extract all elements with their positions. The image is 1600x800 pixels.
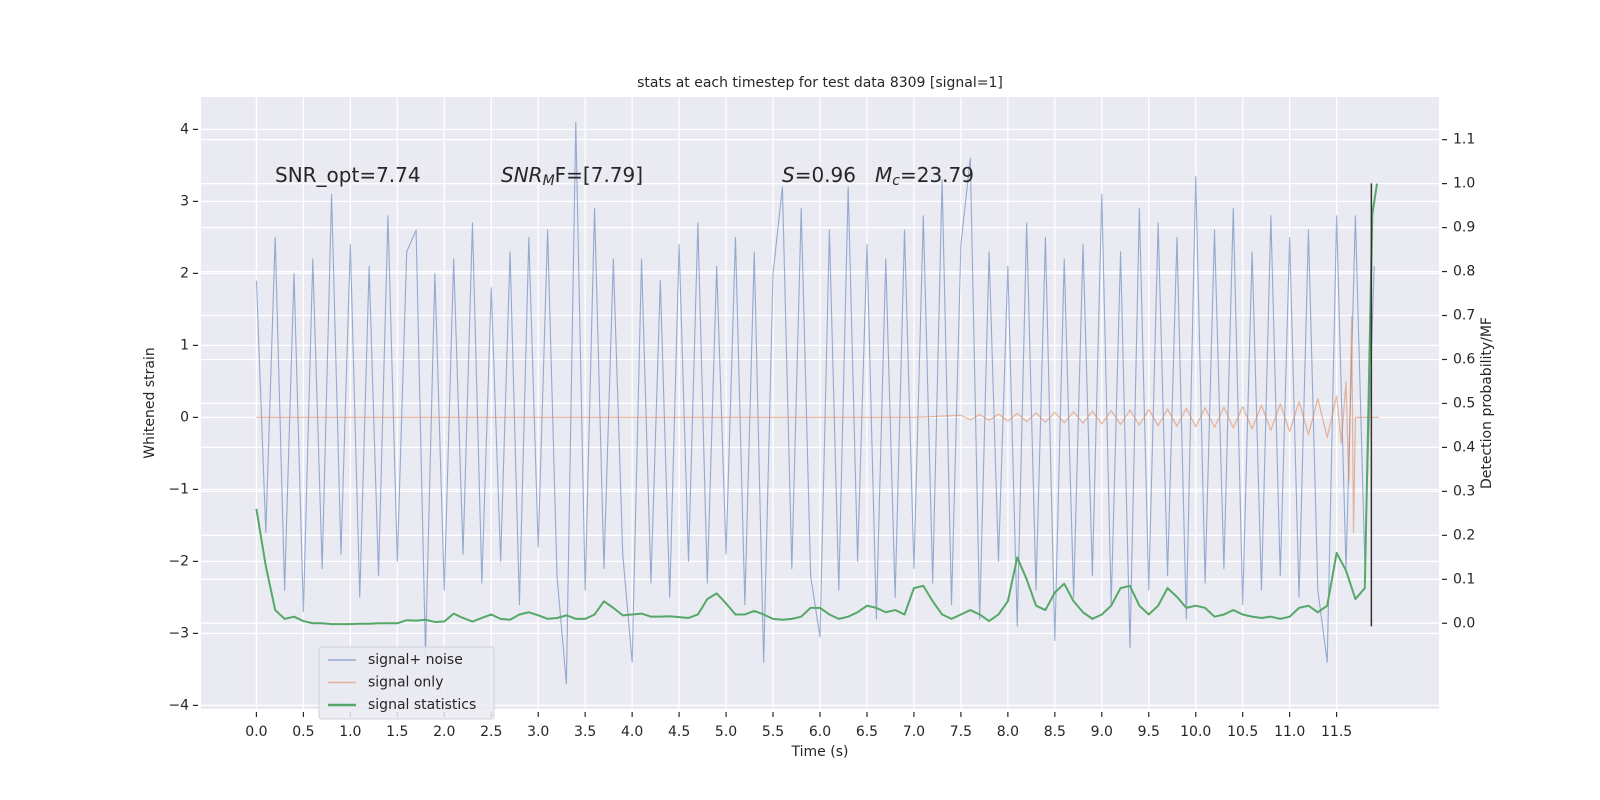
y-axis-label: Whitened strain (142, 347, 158, 458)
annotation-italic: M (875, 163, 892, 187)
x-tick-label: 10.5 (1227, 724, 1258, 740)
series-line (255, 121, 1375, 685)
x-tick-label: 2.5 (480, 724, 502, 740)
y2-axis-label: Detection probability/MF (1479, 317, 1495, 489)
annotation: Mc=23.79 (875, 163, 974, 190)
x-tick-label: 4.0 (621, 724, 643, 740)
x-tick-label: 5.0 (715, 724, 737, 740)
x-tick-label: 9.5 (1138, 724, 1160, 740)
legend-label: signal statistics (368, 697, 476, 713)
annotation-italic: SNR (501, 163, 543, 187)
x-tick-label: 8.5 (1044, 724, 1066, 740)
x-tick-label: 6.0 (809, 724, 831, 740)
x-tick-label: 11.5 (1321, 724, 1352, 740)
x-tick-label: 3.0 (527, 724, 549, 740)
x-tick-label: 9.0 (1091, 724, 1113, 740)
x-tick-label: 5.5 (762, 724, 784, 740)
y-tick-label: 3 (180, 193, 189, 209)
x-tick-label: 8.0 (997, 724, 1019, 740)
y2-tick-label: 0.5 (1453, 395, 1475, 411)
y2-tick-label: 0.4 (1453, 439, 1475, 455)
chart-title: stats at each timestep for test data 830… (637, 75, 1003, 91)
x-tick-label: 0.0 (245, 724, 267, 740)
y-tick-label: 0 (180, 409, 189, 425)
x-tick-label: 0.5 (292, 724, 314, 740)
y2-tick-label: 0.2 (1453, 527, 1475, 543)
y2-tick-label: 1.1 (1453, 132, 1475, 148)
annotation: S=0.96 (782, 163, 856, 187)
x-tick-label: 7.0 (903, 724, 925, 740)
y-tick-label: 2 (180, 265, 189, 281)
y-tick-label: 1 (180, 337, 189, 353)
annotation-text: =0.96 (795, 163, 856, 187)
x-tick-label: 2.0 (433, 724, 455, 740)
annotation: SNR_opt=7.74 (275, 163, 421, 187)
y-tick-label: 4 (180, 121, 189, 137)
x-tick-label: 3.5 (574, 724, 596, 740)
y2-tick-label: 0.3 (1453, 483, 1475, 499)
y2-tick-label: 1.0 (1453, 176, 1475, 192)
y-tick-label: −1 (168, 481, 189, 497)
x-tick-label: 1.5 (386, 724, 408, 740)
annotation-text: F=[7.79] (555, 163, 643, 187)
x-tick-label: 4.5 (668, 724, 690, 740)
annotation-sub: M (543, 173, 555, 189)
series-line (256, 316, 1379, 534)
y-tick-label: −3 (168, 625, 189, 641)
y2-tick-label: 0.6 (1453, 351, 1475, 367)
x-tick-label: 6.5 (856, 724, 878, 740)
annotation: SNRMF=[7.79] (501, 163, 643, 190)
y2-tick-label: 0.0 (1453, 615, 1475, 631)
annotation-italic: S (782, 163, 795, 187)
legend: signal+ noise signal only signal statistic… (318, 646, 495, 720)
x-tick-label: 1.0 (339, 724, 361, 740)
legend-box (318, 646, 495, 720)
y2-tick-label: 0.8 (1453, 264, 1475, 280)
y2-tick-label: 0.1 (1453, 571, 1475, 587)
x-axis-label: Time (s) (791, 744, 849, 760)
annotation-text: =23.79 (900, 163, 974, 187)
legend-label: signal only (368, 675, 443, 691)
annotation-sub: c (892, 173, 900, 189)
y2-tick-label: 0.7 (1453, 308, 1475, 324)
x-tick-label: 7.5 (950, 724, 972, 740)
y-tick-label: −4 (168, 697, 189, 713)
y-tick-label: −2 (168, 553, 189, 569)
y2-tick-label: 0.9 (1453, 220, 1475, 236)
series-line (255, 183, 1378, 626)
annotation-text: SNR_opt=7.74 (275, 163, 421, 187)
legend-label: signal+ noise (368, 652, 463, 668)
x-tick-label: 10.0 (1180, 724, 1211, 740)
x-tick-label: 11.0 (1274, 724, 1305, 740)
